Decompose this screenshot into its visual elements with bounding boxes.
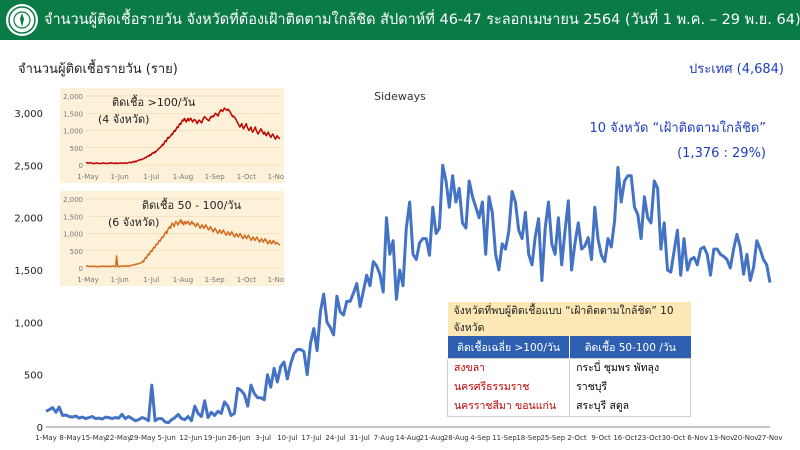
x-tick-label: 15-May [81, 434, 107, 442]
x-tick-label: 21-Aug [420, 434, 445, 442]
annotation-line-2: (1,376 : 29%) [677, 146, 766, 161]
y-tick-label: 1,500 [14, 266, 43, 277]
x-tick-label: 19-Jun [204, 434, 227, 442]
x-tick-label: 2-Oct [567, 434, 587, 442]
x-tick-label: 30-Oct [662, 434, 686, 442]
x-tick-label: 11-Sep [492, 434, 517, 442]
y-tick-label: 2,500 [14, 161, 43, 172]
x-tick-label: 16-Oct [613, 434, 637, 442]
y-tick-label: 2,000 [63, 196, 83, 204]
series-line [85, 107, 281, 165]
x-tick-label: 1-Jul [143, 276, 159, 284]
x-tick-label: 1-Jun [111, 276, 129, 284]
provinces-50-100-line-2: สระบุรี สตูล [576, 400, 630, 412]
province-table: จังหวัดที่พบผู้ติดเชื้อแบบ “เฝ้าติดตามใก… [446, 302, 691, 417]
y-tick-label: 2,000 [14, 214, 43, 225]
x-tick-label: 1-Oct [237, 173, 257, 181]
y-tick-label: 500 [70, 145, 83, 153]
y-tick-label: 3,000 [14, 109, 43, 120]
table-title: จังหวัดที่พบผู้ติดเชื้อแบบ “เฝ้าติดตามใก… [447, 302, 691, 336]
provinces-over-100: สงขลา นครศรีธรรมราช นครราชสีมา ขอนแก่น [446, 358, 571, 417]
x-tick-label: 3-Jul [255, 434, 271, 442]
ministry-emblem-icon [6, 4, 38, 36]
x-tick-label: 1-May [35, 434, 56, 442]
x-tick-label: 22-May [105, 434, 131, 442]
y-tick-label: 1,000 [63, 231, 83, 239]
x-tick-label: 24-Jul [325, 434, 345, 442]
x-tick-label: 23-Oct [637, 434, 661, 442]
inset-over-100-annotation: (4 จังหวัด) [98, 113, 150, 126]
x-tick-label: 28-Aug [444, 434, 469, 442]
y-axis-subtitle: จำนวนผู้ติดเชื้อรายวัน (ราย) [18, 62, 178, 77]
x-tick-label: 1-Nov [268, 276, 284, 284]
inset-chart-50-100: 0 500 1,000 1,500 2,000 1-May 1-Jun 1-Jul 1-Aug 1… [60, 191, 284, 286]
slide-title: จำนวนผู้ติดเชื้อรายวัน จังหวัดที่ต้องเฝ้… [44, 12, 800, 28]
x-tick-label: 27-Nov [757, 434, 782, 442]
y-tick-label: 1,000 [63, 128, 83, 136]
x-tick-label: 8-May [59, 434, 80, 442]
provinces-50-100: กระบี่ ชุมพร พัทลุง ราชบุรี สระบุรี สตูล [569, 358, 691, 417]
y-tick-label: 1,500 [63, 213, 83, 221]
inset-chart-over-100-plot: 0 500 1,000 1,500 2,000 1-May 1-Jun 1-Jul 1-Aug 1… [63, 93, 284, 181]
x-tick-label: 4-Sep [470, 434, 491, 442]
x-tick-label: 18-Sep [516, 434, 541, 442]
x-tick-label: 1-Jun [111, 173, 129, 181]
provinces-over-100-line-2: นครราชสีมา ขอนแก่น [454, 400, 557, 412]
x-tick-label: 26-Jun [228, 434, 251, 442]
x-tick-label: 31-Jul [350, 434, 370, 442]
x-tick-label: 1-May [77, 276, 98, 284]
y-tick-label: 0 [37, 423, 43, 434]
x-tick-label: 10-Jul [277, 434, 297, 442]
series-line [45, 163, 772, 425]
y-tick-label: 1,500 [63, 110, 83, 118]
x-tick-label: 1-Jul [143, 173, 159, 181]
inset-over-100-title: ติดเชื้อ >100/วัน [112, 96, 196, 109]
inset-50-100-title: ติดเชื้อ 50 - 100/วัน [142, 199, 241, 212]
chart-title: Sideways [374, 90, 426, 103]
y-tick-label: 1,000 [14, 318, 43, 329]
x-tick-label: 7-Aug [374, 434, 395, 442]
y-axis: 0 500 1,000 1,500 2,000 2,500 3,000 [14, 109, 43, 434]
x-tick-label: 20-Nov [733, 434, 758, 442]
y-tick-label: 2,000 [63, 93, 83, 101]
y-tick-label: 500 [70, 248, 83, 256]
x-tick-label: 9-Oct [591, 434, 611, 442]
x-tick-label: 1-Sep [205, 173, 226, 181]
x-tick-label: 6-Nov [687, 434, 708, 442]
x-tick-label: 1-Oct [237, 276, 257, 284]
x-tick-label: 1-Aug [173, 173, 194, 181]
y-tick-label: 0 [79, 265, 83, 273]
x-tick-label: 1-May [77, 173, 98, 181]
series-line [85, 218, 281, 268]
x-tick-label: 12-Jun [179, 434, 202, 442]
x-tick-label: 5-Jun [158, 434, 176, 442]
inset-chart-50-100-plot: 0 500 1,000 1,500 2,000 1-May 1-Jun 1-Jul 1-Aug 1… [63, 196, 284, 284]
provinces-over-100-line-1: สงขลา นครศรีธรรมราช [454, 362, 530, 393]
x-tick-label: 1-Aug [173, 276, 194, 284]
country-total: ประเทศ (4,684) [689, 62, 784, 77]
x-tick-label: 13-Nov [709, 434, 734, 442]
inset-chart-over-100: 0 500 1,000 1,500 2,000 1-May 1-Jun 1-Jul 1-Aug 1… [60, 88, 284, 183]
provinces-50-100-line-1: กระบี่ ชุมพร พัทลุง ราชบุรี [576, 362, 660, 393]
x-tick-label: 29-May [130, 434, 156, 442]
x-tick-label: 25-Sep [540, 434, 565, 442]
annotation-line-1: 10 จังหวัด “เฝ้าติดตามใกล้ชิด” [589, 120, 766, 136]
y-tick-label: 0 [79, 162, 83, 170]
inset-50-100-annotation: (6 จังหวัด) [108, 216, 160, 229]
y-tick-label: 500 [24, 371, 43, 382]
x-tick-label: 1-Sep [205, 276, 226, 284]
x-tick-label: 1-Nov [268, 173, 284, 181]
table-header-50-100: ติดเชื้อ 50-100 /วัน [569, 336, 691, 359]
x-tick-label: 17-Jul [301, 434, 321, 442]
x-tick-label: 14-Aug [396, 434, 421, 442]
header-bar: จำนวนผู้ติดเชื้อรายวัน จังหวัดที่ต้องเฝ้… [0, 0, 800, 40]
table-header-over-100: ติดเชื้อเฉลี่ย >100/วัน [446, 336, 570, 359]
